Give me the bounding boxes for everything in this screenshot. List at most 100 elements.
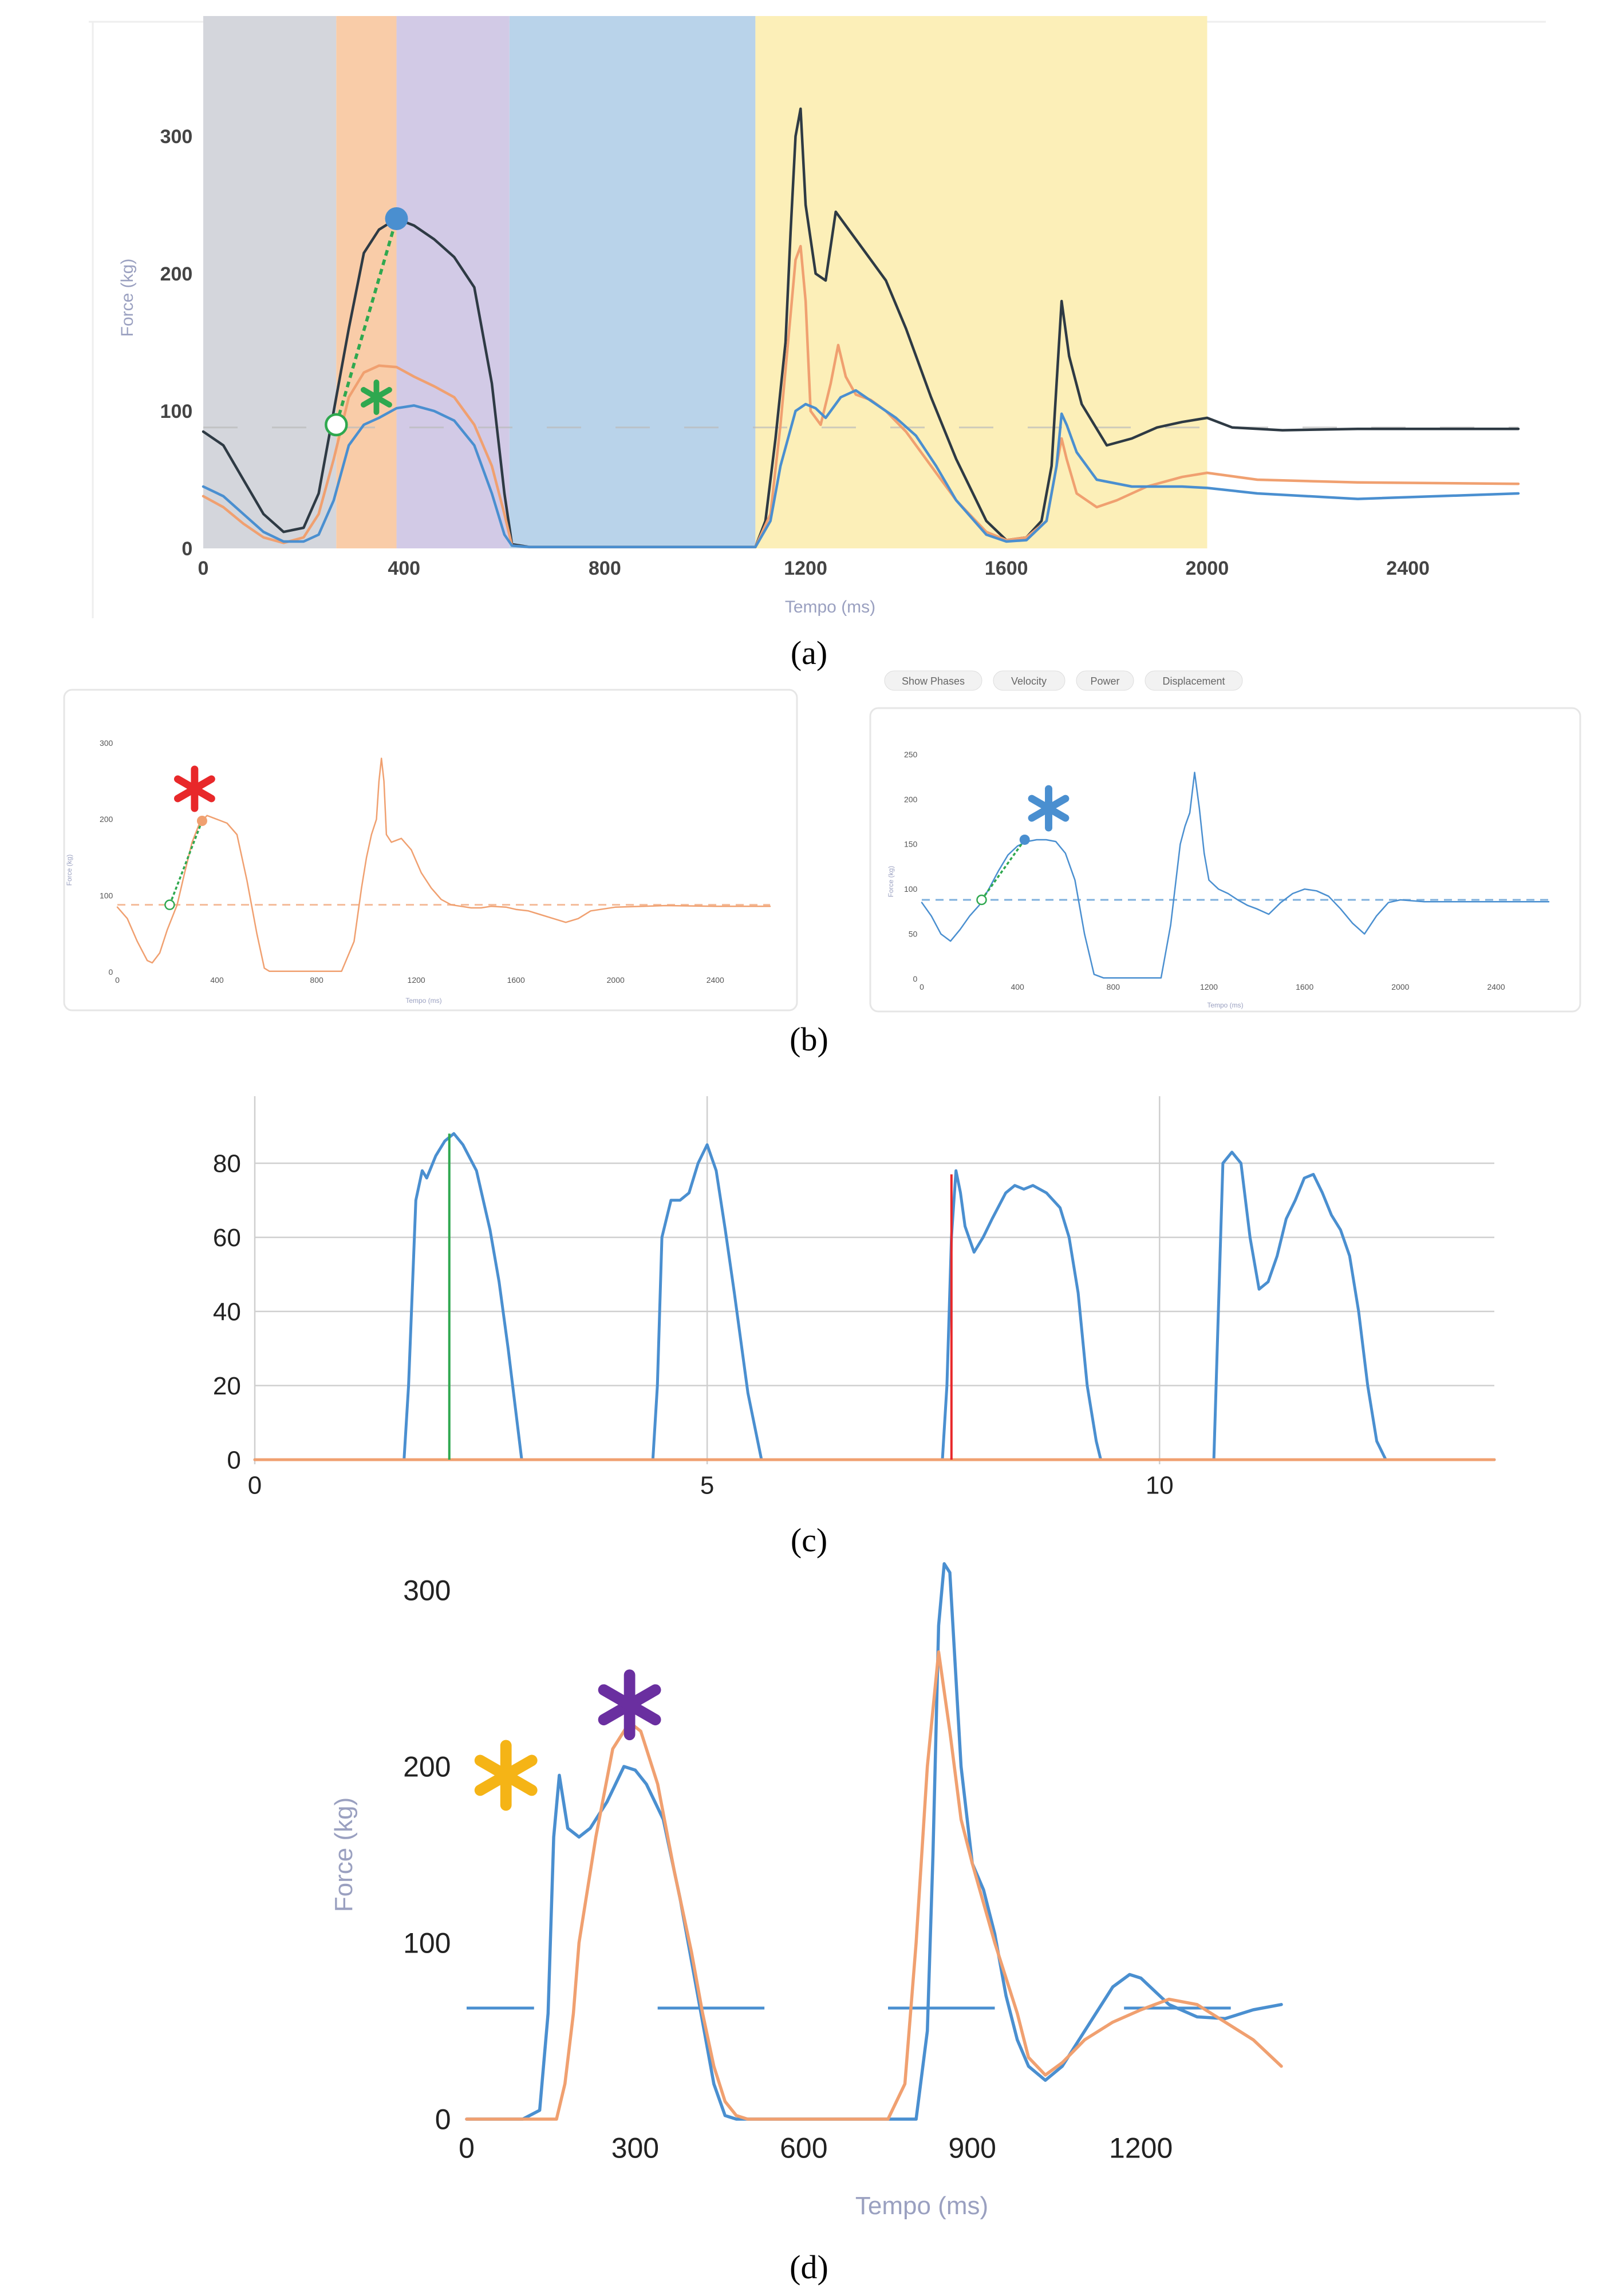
show-phases-label: Show Phases: [902, 675, 965, 687]
panel-label-d: (d): [790, 2248, 828, 2286]
x-tick-label: 0: [115, 975, 120, 985]
x-tick-label: 1200: [1109, 2132, 1173, 2164]
x-tick-label: 2000: [1186, 558, 1229, 579]
y-tick-label: 0: [435, 2104, 451, 2136]
x-tick-label: 1600: [985, 558, 1028, 579]
chart-b-right: 0 50 100 150 200 250 0 400 800 1200 1600 2000 2400 Te…: [887, 750, 1550, 1009]
chart-c: 0 20 40 60 80 0 5 10: [213, 1096, 1496, 1499]
displacement-label: Displacement: [1162, 675, 1225, 687]
y-tick-label: 200: [904, 795, 918, 804]
x-axis-title: Tempo (ms): [855, 2192, 988, 2220]
asterisk-marker-red: [173, 765, 215, 812]
x-tick-label: 2000: [607, 975, 625, 985]
y-tick-label: 0: [181, 538, 192, 560]
y-tick-label: 100: [904, 884, 918, 894]
velocity-label: Velocity: [1011, 675, 1047, 687]
phase-band-4: [509, 16, 756, 548]
series-line-orange: [116, 757, 771, 972]
x-tick-label: 400: [210, 975, 224, 985]
panel-label-a: (a): [791, 634, 827, 671]
x-tick-label: 10: [1146, 1471, 1174, 1499]
power-button[interactable]: [1076, 670, 1134, 691]
asterisk-marker-gold: [474, 1740, 538, 1811]
y-tick-label: 100: [403, 1927, 451, 1959]
x-tick-label: 900: [949, 2132, 996, 2164]
x-tick-label: 300: [611, 2132, 659, 2164]
x-tick-label: 0: [459, 2132, 475, 2164]
onset-marker: [325, 413, 348, 437]
series-line-orange: [202, 244, 1520, 548]
x-tick-label: 1200: [408, 975, 425, 985]
asterisk-marker-green: [361, 380, 392, 415]
x-tick-label: 2000: [1391, 982, 1409, 991]
panel-label-c: (c): [791, 1522, 827, 1559]
y-tick-label: 100: [160, 401, 193, 422]
y-tick-label: 150: [904, 840, 918, 849]
y-tick-label: 200: [100, 815, 113, 824]
x-tick-label: 0: [920, 982, 924, 991]
panel-label-b: (b): [790, 1021, 828, 1058]
y-tick-label: 50: [909, 930, 918, 939]
y-tick-label: 0: [109, 967, 113, 977]
x-tick-label: 1200: [784, 558, 827, 579]
x-tick-label: 400: [1011, 982, 1024, 991]
rfd-slope-line: [981, 839, 1026, 901]
x-tick-label: 1200: [1200, 982, 1218, 991]
asterisk-marker-red-stroke: [173, 775, 215, 803]
x-tick-label: 800: [589, 558, 621, 579]
asterisk-marker-blue-stroke: [1028, 795, 1070, 822]
onset-marker: [976, 894, 987, 906]
y-tick-label: 80: [213, 1150, 241, 1178]
y-tick-label: 40: [213, 1298, 241, 1326]
y-tick-label: 300: [100, 738, 113, 748]
y-tick-label: 200: [160, 263, 193, 285]
panel-b-left-frame: [63, 689, 798, 1011]
x-tick-label: 2400: [1386, 558, 1430, 579]
series-line-blue: [202, 389, 1520, 548]
x-axis-title: Tempo (ms): [1207, 1001, 1243, 1009]
y-tick-label: 0: [913, 974, 918, 983]
x-tick-label: 0: [248, 1471, 262, 1499]
y-tick-label: 20: [213, 1372, 241, 1400]
displacement-button[interactable]: [1145, 670, 1243, 691]
ui-button-row: Show Phases Velocity Power Displacement: [884, 670, 1243, 691]
y-axis-title: Force (kg): [118, 259, 137, 337]
phase-band-3: [396, 16, 510, 548]
y-tick-label: 300: [403, 1575, 451, 1607]
rfd-slope-line: [168, 820, 203, 906]
show-phases-button[interactable]: [884, 670, 982, 691]
y-axis-title: Force (kg): [330, 1797, 358, 1912]
x-tick-label: 800: [1107, 982, 1120, 991]
x-tick-label: 2400: [1487, 982, 1505, 991]
y-tick-label: 60: [213, 1224, 241, 1252]
y-tick-label: 250: [904, 750, 918, 759]
asterisk-marker-purple: [598, 1669, 661, 1741]
chart-a: 0 100 200 300 0 400 800 1200 1600 2000 2400 Tempo (…: [118, 16, 1520, 617]
velocity-button[interactable]: [993, 670, 1065, 691]
series-line-dark: [202, 107, 1520, 548]
x-tick-label: 2400: [707, 975, 724, 985]
x-tick-label: 600: [780, 2132, 827, 2164]
peak-marker: [385, 207, 408, 230]
x-tick-label: 400: [388, 558, 420, 579]
asterisk-marker-purple-stroke: [598, 1684, 661, 1726]
x-tick-label: 0: [198, 558, 209, 579]
y-tick-label: 200: [403, 1751, 451, 1783]
series-line-blue: [253, 1132, 1496, 1461]
y-tick-label: 300: [160, 126, 193, 148]
x-tick-label: 800: [310, 975, 323, 985]
panel-b-right-frame: [869, 707, 1581, 1013]
y-axis-title: Force (kg): [887, 866, 895, 898]
peak-marker: [196, 816, 207, 826]
y-axis-title: Force (kg): [65, 855, 73, 886]
power-label: Power: [1090, 675, 1119, 687]
y-tick-label: 0: [227, 1446, 240, 1474]
asterisk-marker-green-stroke: [361, 387, 392, 408]
chart-d: 0 100 200 300 0 300 600 900 1200 Tempo (ms) Force …: [330, 1562, 1283, 2220]
series-line-blue: [465, 1562, 1283, 2121]
series-line-orange: [465, 1650, 1283, 2121]
phase-band-2: [336, 16, 397, 548]
asterisk-marker-blue: [1028, 785, 1070, 832]
peak-marker: [1019, 834, 1030, 845]
onset-marker: [164, 899, 175, 910]
